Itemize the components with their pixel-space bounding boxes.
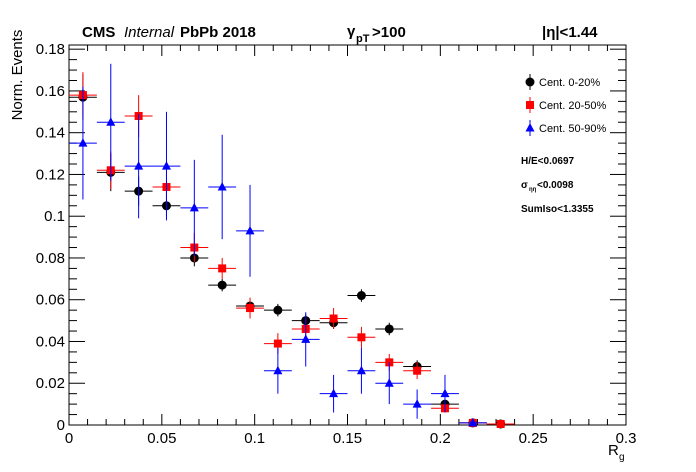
data-point	[273, 365, 283, 375]
x-axis-title-main: R	[608, 442, 619, 459]
legend-label: Cent. 20-50%	[539, 100, 606, 112]
legend-entry: Cent. 0-20%	[525, 74, 600, 90]
y-tick-label: 0.18	[36, 41, 65, 58]
data-point	[468, 417, 478, 427]
data-point	[246, 304, 255, 313]
legend-marker	[525, 77, 535, 87]
data-point	[161, 161, 171, 170]
x-tick-label: 0.05	[147, 430, 176, 447]
sigma-cut-value: <0.0098	[537, 180, 574, 191]
data-point	[245, 225, 255, 235]
y-tick-label: 0.06	[36, 292, 65, 309]
data-point	[134, 161, 144, 170]
series-layer	[69, 63, 515, 429]
data-point	[189, 202, 199, 212]
status-label: Internal	[124, 24, 175, 41]
y-tick-label: 0.16	[36, 83, 65, 100]
data-point	[496, 419, 505, 428]
photon-cut-value: >100	[372, 24, 406, 41]
legend-marker	[526, 101, 534, 109]
legend-label: Cent. 50-90%	[539, 123, 606, 135]
series-2	[69, 72, 515, 428]
x-tick-label: 0.3	[616, 430, 637, 447]
data-point	[78, 138, 88, 147]
y-tick-label: 0	[57, 417, 65, 434]
eta-cut-label: |η|<1.44	[542, 24, 598, 41]
data-point	[440, 388, 450, 398]
x-tick-label: 0.2	[430, 430, 451, 447]
y-tick-label: 0.1	[44, 208, 65, 225]
data-point	[413, 366, 422, 375]
y-axis-title: Norm. Events	[9, 30, 26, 121]
data-point	[384, 378, 394, 387]
data-point	[217, 181, 227, 191]
data-point	[301, 334, 311, 343]
data-point	[356, 291, 366, 301]
y-tick-label: 0.02	[36, 375, 65, 392]
data-point	[218, 264, 227, 273]
he-cut-note: H/E<0.0697	[521, 156, 575, 167]
dataset-label: PbPb 2018	[180, 24, 256, 41]
x-axis-title: R g	[608, 442, 625, 463]
x-axis-title-subscript: g	[619, 452, 625, 463]
data-point	[412, 399, 422, 408]
data-point	[329, 314, 338, 323]
legend-label: Cent. 0-20%	[539, 77, 600, 89]
data-point	[357, 333, 366, 342]
x-tick-label: 0.1	[244, 430, 265, 447]
sigma-cut-subscript: ηη	[529, 187, 537, 193]
data-point	[106, 117, 116, 126]
photon-cut-subscript: pT	[356, 33, 370, 45]
data-point	[217, 280, 227, 290]
data-point	[356, 365, 366, 375]
data-point	[273, 339, 282, 348]
data-point	[329, 388, 339, 398]
legend-marker	[525, 123, 535, 132]
experiment-label: CMS	[82, 24, 115, 41]
series-3	[69, 63, 487, 427]
data-point	[384, 324, 394, 334]
y-tick-label: 0.08	[36, 250, 65, 267]
legend: Cent. 0-20% Cent. 20-50% Cent. 50-90%	[525, 74, 606, 136]
x-tick-label: 0	[65, 430, 73, 447]
photon-cut-symbol: γ	[347, 23, 356, 40]
legend-entry: Cent. 20-50%	[526, 97, 606, 113]
legend-entry: Cent. 50-90%	[525, 120, 606, 136]
sigma-cut-symbol: σ	[521, 180, 528, 191]
y-tick-label: 0.14	[36, 125, 65, 142]
series-1	[69, 74, 515, 429]
sumiso-cut-note: SumIso<1.3355	[521, 204, 594, 215]
data-point	[273, 305, 283, 315]
x-tick-label: 0.15	[333, 430, 362, 447]
y-tick-label: 0.12	[36, 166, 65, 183]
y-tick-label: 0.04	[36, 333, 65, 350]
axes: 0 0.05 0.1 0.15 0.2 0.25 0.3 0 0.02 0.04 0.06 0.08 0…	[36, 41, 637, 447]
x-tick-label: 0.25	[519, 430, 548, 447]
